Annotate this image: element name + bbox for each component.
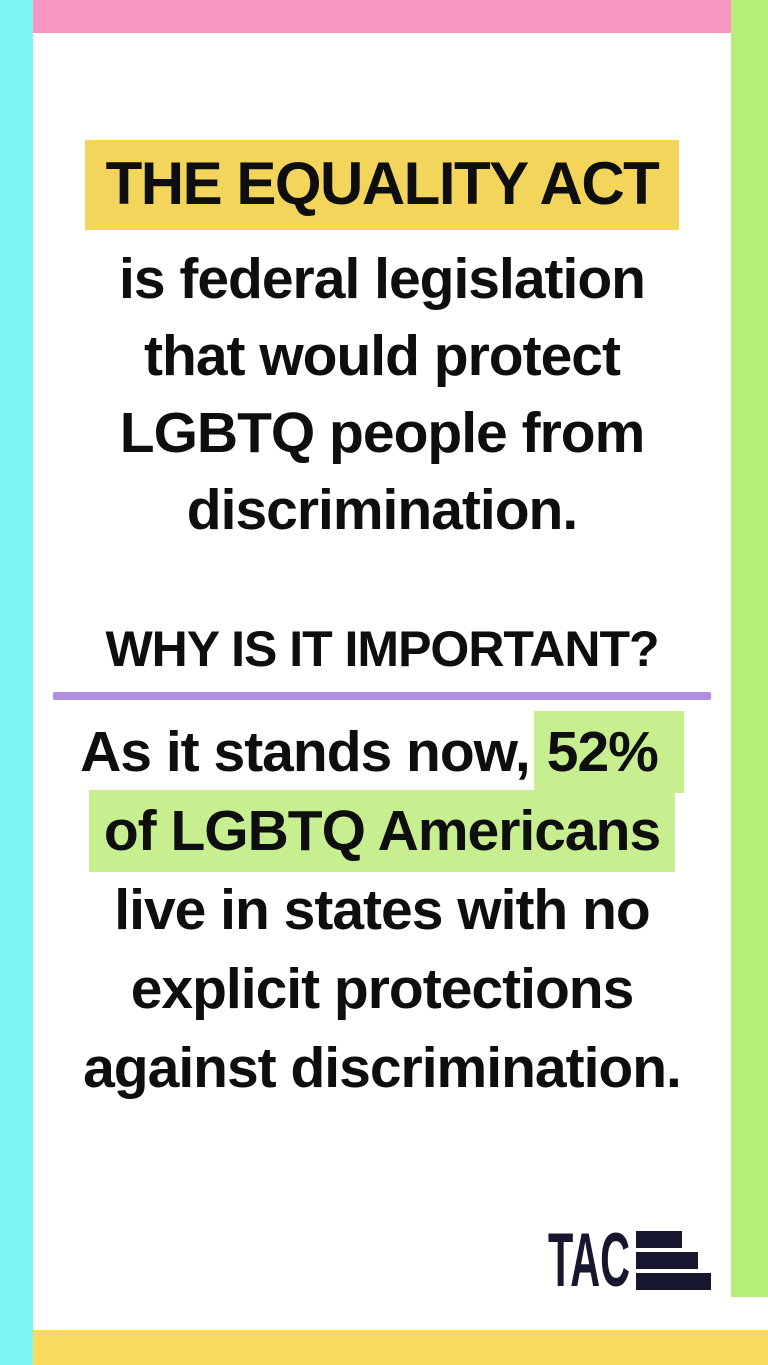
tac-logo: TAC xyxy=(548,1230,711,1290)
stat-line: of LGBTQ Americans xyxy=(33,790,731,872)
stat-line: As it stands now, 52% xyxy=(33,711,731,793)
frame-right-bar xyxy=(731,0,768,1297)
stat-paragraph: As it stands now, 52% of LGBTQ Americans … xyxy=(33,711,731,1108)
stat-highlight-percent: 52% xyxy=(533,711,684,793)
stat-line: against discrimination. xyxy=(83,1036,682,1100)
stat-line: live in states with no xyxy=(114,878,650,942)
intro-line: that would protect xyxy=(144,324,621,388)
section-divider-rule xyxy=(53,692,711,700)
intro-line: discrimination. xyxy=(186,478,578,542)
frame-left-bar xyxy=(0,0,33,1365)
tac-logo-text: TAC xyxy=(548,1230,630,1290)
stat-highlight-group: of LGBTQ Americans xyxy=(88,790,676,872)
frame-bottom-bar xyxy=(33,1330,768,1365)
stat-line-plain: As it stands now, xyxy=(80,720,531,784)
tac-logo-bars-icon xyxy=(636,1231,711,1290)
stat-line: explicit protections xyxy=(130,957,635,1021)
section-heading: WHY IS IT IMPORTANT? xyxy=(105,621,659,677)
headline: THE EQUALITY ACT xyxy=(33,140,731,231)
frame-top-bar xyxy=(33,0,731,33)
intro-line: LGBTQ people from xyxy=(119,401,646,465)
headline-highlight: THE EQUALITY ACT xyxy=(84,140,680,230)
intro-paragraph: is federal legislation that would protec… xyxy=(33,241,731,549)
intro-line: is federal legislation xyxy=(118,247,646,311)
content-area: THE EQUALITY ACT is federal legislation … xyxy=(33,33,731,1330)
